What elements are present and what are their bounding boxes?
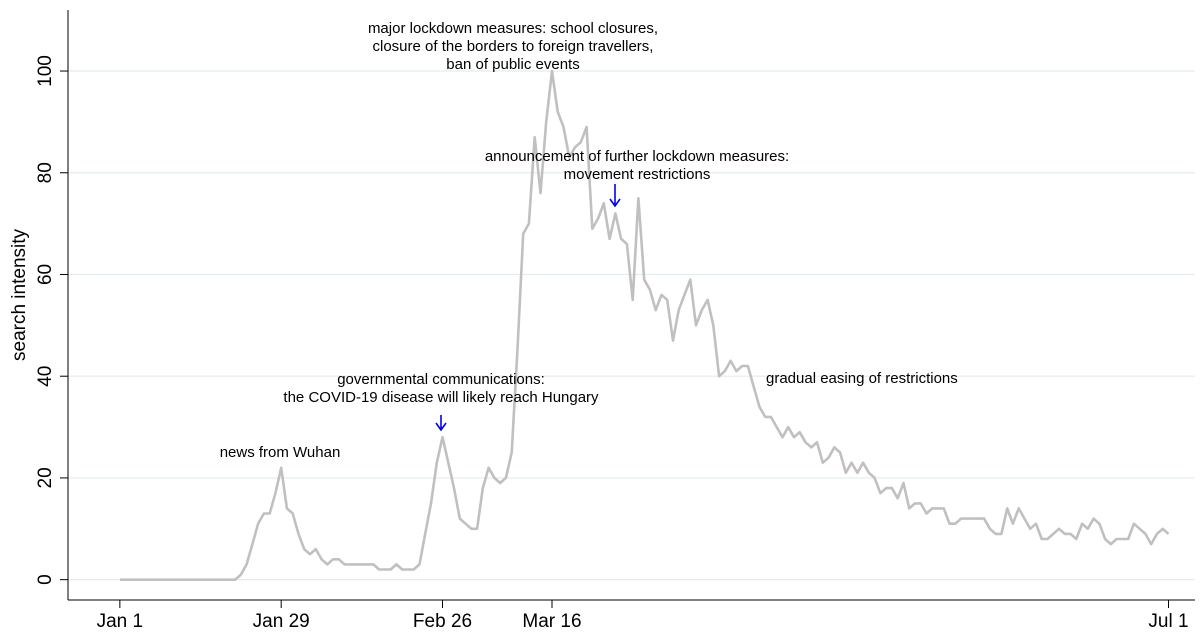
annotation: governmental communications:	[337, 371, 545, 388]
x-tick-label: Feb 26	[413, 611, 472, 632]
annotation: movement restrictions	[564, 166, 711, 183]
arrow-head	[435, 422, 447, 432]
x-tick-label: Jan 29	[253, 611, 310, 632]
annotation: gradual easing of restrictions	[766, 370, 958, 387]
y-axis-label: search intensity	[9, 229, 30, 362]
y-tick-label: 80	[35, 162, 56, 183]
annotation: major lockdown measures: school closures…	[368, 20, 658, 37]
data-line	[119, 69, 1170, 581]
y-tick-label: 100	[35, 55, 56, 87]
annotation: announcement of further lockdown measure…	[485, 148, 789, 165]
annotation: ban of public events	[446, 56, 579, 73]
annotation: the COVID-19 disease will likely reach H…	[283, 389, 599, 406]
y-tick-label: 0	[35, 574, 56, 585]
y-tick-label: 40	[35, 366, 56, 387]
x-tick-label: Jan 1	[97, 611, 143, 632]
x-tick-label: Mar 16	[522, 611, 581, 632]
y-tick-label: 20	[35, 467, 56, 488]
y-tick-label: 60	[35, 264, 56, 285]
arrow-head	[609, 198, 621, 208]
annotation: news from Wuhan	[220, 444, 341, 461]
x-tick-label: Jul 1	[1148, 611, 1188, 632]
annotation: closure of the borders to foreign travel…	[373, 38, 654, 55]
